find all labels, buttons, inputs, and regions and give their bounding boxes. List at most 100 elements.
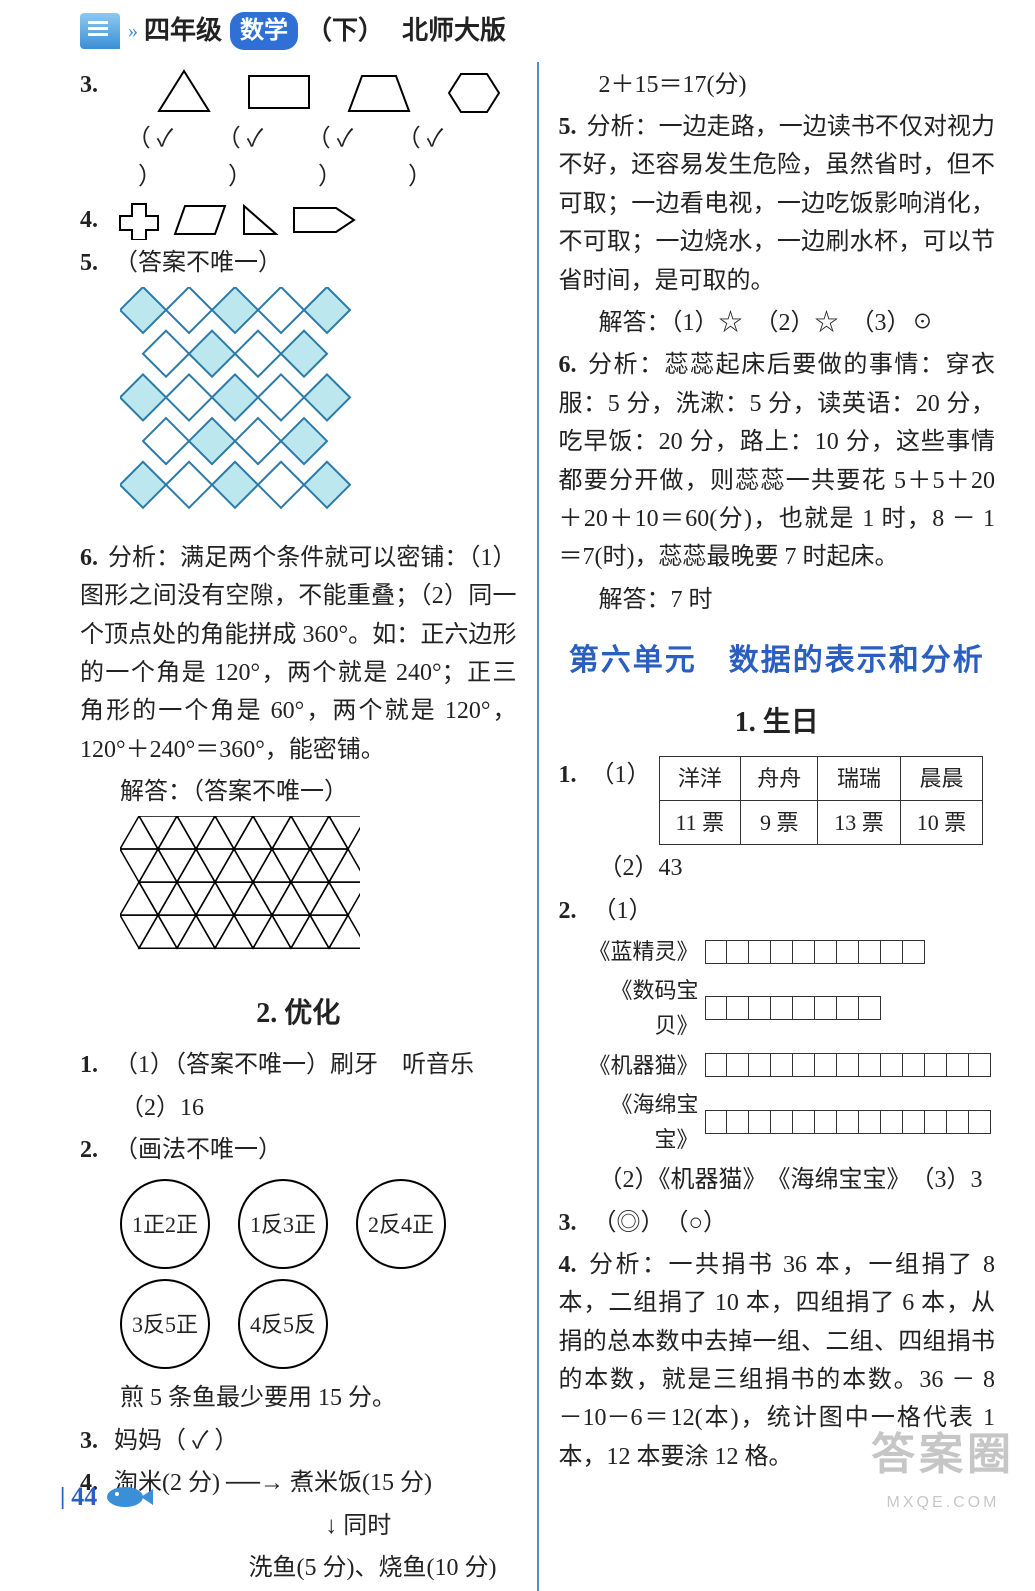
triangle-tiling [120, 816, 360, 976]
circle: 1反3正 [238, 1179, 328, 1269]
q6: 6.分析：满足两个条件就可以密铺：（1）图形之间没有空隙，不能重叠；（2）同一个… [80, 539, 517, 769]
page-number: 44 [71, 1476, 97, 1518]
u6-q2-2: （2）《机器猫》 《海绵宝宝》 （3）3 [559, 1161, 996, 1199]
q4: 4. [80, 200, 517, 240]
sec2-q1: 1. （1）（答案不唯一）刷牙 听音乐 [80, 1046, 517, 1084]
section-2-title: 2. 优化 [80, 992, 517, 1037]
bar-label: 《数码宝贝》 [589, 973, 699, 1043]
rectangle-icon [244, 66, 314, 116]
circles-row-1: 1正2正 1反3正 2反4正 [80, 1179, 517, 1269]
r-q6-number: 6. [559, 346, 587, 384]
cont-equation: 2＋15＝17(分) [559, 66, 996, 104]
column-divider [537, 62, 539, 1591]
vote-value: 9 票 [741, 801, 818, 845]
sec2-q2: 2. （画法不唯一） [80, 1131, 517, 1169]
sec2-q3-number: 3. [80, 1422, 108, 1460]
header-grade: 四年级 [144, 10, 222, 52]
q3-number: 3. [80, 66, 108, 104]
vote-header: 舟舟 [741, 756, 818, 800]
sec2-q4-line1: 淘米(2 分) ──→ 煮米饭(15 分) [114, 1470, 432, 1496]
unit6-title: 第六单元 数据的表示和分析 [559, 637, 996, 685]
r-q6-analysis: 蕊蕊起床后要做的事情：穿衣服：5 分，洗漱：5 分，读英语：20 分，吃早饭：2… [559, 352, 996, 570]
right-triangle-icon [238, 200, 282, 240]
vote-header: 晨晨 [900, 756, 983, 800]
u6-q1-2: （2）43 [559, 849, 996, 887]
fish-icon [103, 1483, 153, 1511]
bar-label: 《机器猫》 [589, 1048, 699, 1083]
u6-q1: 1. （1） 洋洋 舟舟 瑞瑞 晨晨 11 票 9 票 13 票 10 票 [559, 756, 996, 845]
bar-chart: 《蓝精灵》《数码宝贝》《机器猫》《海绵宝宝》 [559, 934, 996, 1157]
sec2-q1-2: （2）16 [80, 1089, 517, 1127]
header-dots: » [128, 15, 136, 47]
right-column: 2＋15＝17(分) 5.分析：一边走路，一边读书不仅对视力不好，还容易发生危险… [541, 62, 996, 1591]
check: （ ✓ ） [300, 120, 360, 197]
r-q6-answer: 解答：7 时 [559, 581, 996, 619]
q3: 3. [80, 66, 517, 116]
header-subject: 数学 [230, 12, 298, 50]
u6-q2-number: 2. [559, 892, 587, 930]
sec2-q3-text: 妈妈（ ✓ ） [114, 1428, 238, 1454]
arrow-pentagon-icon [290, 200, 360, 240]
q6-analysis: 满足两个条件就可以密铺：（1）图形之间没有空隙，不能重叠；（2）同一个顶点处的角… [80, 545, 517, 763]
bar-label: 《蓝精灵》 [589, 934, 699, 969]
u6-q2: 2. （1） [559, 892, 996, 930]
bar-label: 《海绵宝宝》 [589, 1087, 699, 1157]
bar-boxes [705, 1110, 991, 1134]
unit6-sec1-title: 1. 生日 [559, 701, 996, 746]
bar-row: 《机器猫》 [589, 1048, 996, 1083]
vote-value: 10 票 [900, 801, 983, 845]
q5-pattern [80, 287, 517, 535]
header-edition: 北师大版 [402, 10, 506, 52]
page-header: » 四年级 数学 （下） 北师大版 [0, 0, 1035, 62]
q4-number: 4. [80, 201, 108, 239]
vote-table: 洋洋 舟舟 瑞瑞 晨晨 11 票 9 票 13 票 10 票 [659, 756, 984, 845]
q3-checks: （ ✓ ） （ ✓ ） （ ✓ ） （ ✓ ） [80, 120, 517, 197]
u6-q2-sub: （1） [593, 898, 653, 924]
circle: 2反4正 [356, 1179, 446, 1269]
circle: 4反5反 [238, 1279, 328, 1369]
plus-icon [116, 200, 162, 240]
watermark-small: MXQE.COM [871, 1490, 1015, 1516]
sec2-q2-note: （画法不唯一） [114, 1137, 282, 1163]
r-q5-answer: 解答：（1）☆ （2）☆ （3）☉ [559, 304, 996, 342]
q6-number: 6. [80, 539, 108, 577]
circles-row-2: 3反5正 4反5反 [80, 1279, 517, 1369]
r-q5: 5.分析：一边走路，一边读书不仅对视力不好，还容易发生危险，虽然省时，但不可取；… [559, 108, 996, 300]
check: （ ✓ ） [390, 120, 450, 197]
sec2-q1-number: 1. [80, 1046, 108, 1084]
circle: 3反5正 [120, 1279, 210, 1369]
page-footer: | 44 [60, 1476, 153, 1518]
u6-q3-number: 3. [559, 1204, 587, 1242]
q5-note: （答案不唯一） [114, 250, 282, 276]
header-volume: （下） [306, 10, 384, 52]
r-q6-label: 分析： [587, 352, 665, 378]
vote-value: 13 票 [818, 801, 901, 845]
hexagon-icon [444, 66, 504, 116]
u6-q1-sub: （1） [591, 756, 651, 794]
watermark-big: 答案圈 [871, 1420, 1015, 1490]
bar-boxes [705, 996, 881, 1020]
bar-row: 《海绵宝宝》 [589, 1087, 996, 1157]
q6-pattern [80, 816, 517, 976]
q6-analysis-label: 分析： [108, 545, 180, 571]
check: （ ✓ ） [120, 120, 180, 197]
u6-q3-text: （◎） （○） [593, 1210, 728, 1236]
triangle-icon [154, 66, 214, 116]
r-q5-label: 分析： [587, 114, 659, 140]
q6-answer-label: 解答：（答案不唯一） [80, 773, 517, 811]
r-q6: 6.分析：蕊蕊起床后要做的事情：穿衣服：5 分，洗漱：5 分，读英语：20 分，… [559, 346, 996, 576]
u6-q1-number: 1. [559, 756, 587, 794]
sec2-q2-number: 2. [80, 1131, 108, 1169]
fry-line: 煎 5 条鱼最少要用 15 分。 [80, 1379, 517, 1417]
notebook-icon [80, 13, 120, 49]
trapezoid-icon [344, 66, 414, 116]
r-q5-analysis: 一边走路，一边读书不仅对视力不好，还容易发生危险，虽然省时，但不可取；一边看电视… [559, 114, 996, 294]
u6-q4-label: 分析： [587, 1252, 669, 1278]
u6-q3: 3. （◎） （○） [559, 1204, 996, 1242]
diamond-tiling [120, 287, 368, 535]
sec2-q3: 3. 妈妈（ ✓ ） [80, 1422, 517, 1460]
sec2-q1-1: （1）（答案不唯一）刷牙 听音乐 [114, 1052, 474, 1078]
r-q5-number: 5. [559, 108, 587, 146]
bar-boxes [705, 1053, 991, 1077]
watermark: 答案圈 MXQE.COM [871, 1420, 1015, 1516]
